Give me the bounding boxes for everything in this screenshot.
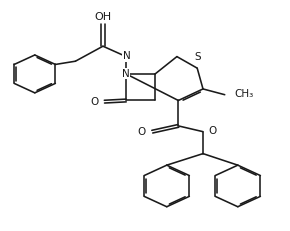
Text: N: N xyxy=(123,51,130,61)
Text: O: O xyxy=(138,127,146,137)
Text: CH₃: CH₃ xyxy=(234,89,253,99)
Text: OH: OH xyxy=(94,12,112,22)
Text: O: O xyxy=(90,97,99,107)
Text: O: O xyxy=(209,126,217,136)
Text: S: S xyxy=(195,52,201,62)
Text: N: N xyxy=(122,69,130,79)
